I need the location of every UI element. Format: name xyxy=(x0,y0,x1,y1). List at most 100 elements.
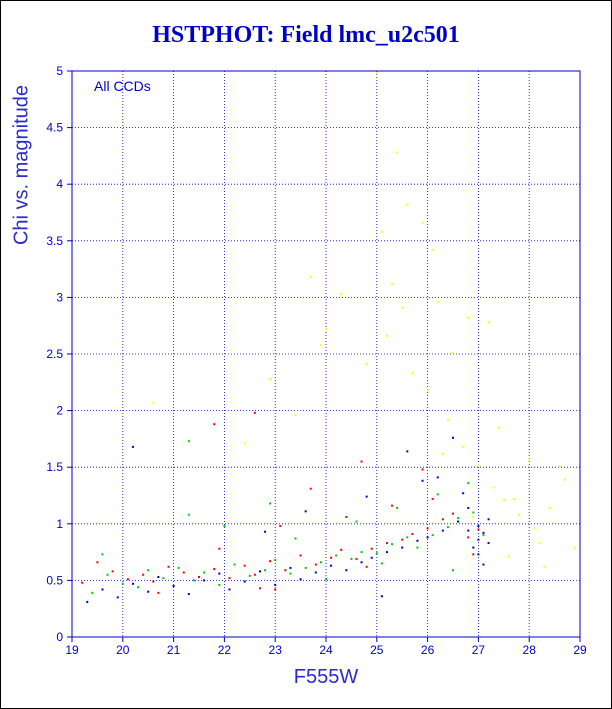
data-point xyxy=(543,565,546,568)
data-point xyxy=(446,418,449,421)
data-point xyxy=(406,203,409,206)
data-point xyxy=(441,518,444,521)
data-point xyxy=(274,588,277,591)
data-point xyxy=(477,538,480,541)
data-point xyxy=(558,465,561,468)
data-point xyxy=(391,282,394,285)
data-point xyxy=(441,529,444,532)
data-point xyxy=(452,436,454,439)
data-point xyxy=(294,537,297,540)
data-point xyxy=(304,566,307,569)
data-point xyxy=(385,551,388,554)
x-axis-label: F555W xyxy=(293,666,359,688)
data-point xyxy=(477,463,480,466)
y-tick-label: 1.5 xyxy=(46,460,63,474)
data-point xyxy=(304,510,307,513)
data-point xyxy=(294,414,297,417)
data-point xyxy=(142,573,145,576)
data-point xyxy=(182,571,185,574)
data-point xyxy=(375,72,378,75)
data-point xyxy=(385,334,388,337)
x-tick-label: 28 xyxy=(523,643,537,657)
data-point xyxy=(436,476,439,479)
data-point xyxy=(406,450,409,453)
data-point xyxy=(431,497,434,500)
data-point xyxy=(243,442,246,445)
data-point xyxy=(131,582,134,585)
data-point xyxy=(157,591,160,594)
data-point xyxy=(477,525,480,528)
data-point xyxy=(401,538,404,541)
data-point xyxy=(131,445,134,448)
data-point xyxy=(264,569,267,572)
data-point xyxy=(472,516,475,519)
data-points xyxy=(81,72,576,603)
y-tick-label: 0 xyxy=(56,630,63,644)
data-point xyxy=(218,547,221,550)
series-3 xyxy=(152,72,576,568)
data-point xyxy=(187,440,190,443)
data-point xyxy=(213,423,216,426)
data-point xyxy=(518,513,521,516)
data-point xyxy=(401,306,404,309)
x-tick-label: 21 xyxy=(167,643,181,657)
data-point xyxy=(487,518,490,521)
x-tick-label: 24 xyxy=(319,643,333,657)
data-point xyxy=(101,553,104,556)
data-point xyxy=(431,248,434,251)
series-1 xyxy=(91,440,485,594)
data-point xyxy=(213,568,216,571)
data-point xyxy=(452,512,454,515)
data-point xyxy=(467,529,470,532)
data-point xyxy=(457,517,460,520)
x-tick-label: 19 xyxy=(65,643,79,657)
data-point xyxy=(157,576,160,579)
data-point xyxy=(177,566,180,569)
ccd-annotation: All CCDs xyxy=(94,78,151,94)
data-point xyxy=(467,536,470,539)
data-point xyxy=(421,221,424,224)
data-point xyxy=(436,493,439,496)
chart-title: HSTPHOT: Field lmc_u2c501 xyxy=(152,22,460,48)
data-point xyxy=(487,321,490,324)
data-point xyxy=(482,534,485,537)
data-point xyxy=(299,578,302,581)
data-point xyxy=(411,532,414,535)
data-point xyxy=(121,582,124,585)
data-point xyxy=(538,542,541,545)
data-point xyxy=(147,590,150,593)
x-tick-label: 29 xyxy=(573,643,587,657)
data-point xyxy=(467,316,470,319)
data-point xyxy=(116,596,119,599)
data-point xyxy=(192,579,195,582)
data-point xyxy=(269,560,272,563)
data-point xyxy=(573,546,576,549)
data-point xyxy=(467,482,470,485)
data-point xyxy=(472,553,475,556)
data-point xyxy=(233,563,236,566)
data-point xyxy=(533,527,536,530)
data-point xyxy=(340,293,343,296)
data-point xyxy=(172,585,175,588)
data-point xyxy=(279,525,282,528)
data-point xyxy=(253,573,256,576)
data-point xyxy=(360,561,363,564)
x-tick-label: 25 xyxy=(370,643,384,657)
data-point xyxy=(314,571,317,574)
data-point xyxy=(203,571,206,574)
data-point xyxy=(198,576,200,579)
data-point xyxy=(482,531,485,534)
data-point xyxy=(457,520,460,523)
data-point xyxy=(330,556,333,559)
data-point xyxy=(472,511,475,514)
data-point xyxy=(152,580,155,583)
data-point xyxy=(426,527,429,530)
data-point xyxy=(462,492,465,495)
data-point xyxy=(86,600,89,603)
data-point xyxy=(223,525,226,528)
data-point xyxy=(269,377,272,380)
data-point xyxy=(162,577,165,580)
x-tick-label: 22 xyxy=(218,643,232,657)
grid xyxy=(72,71,580,637)
data-point xyxy=(106,573,109,576)
